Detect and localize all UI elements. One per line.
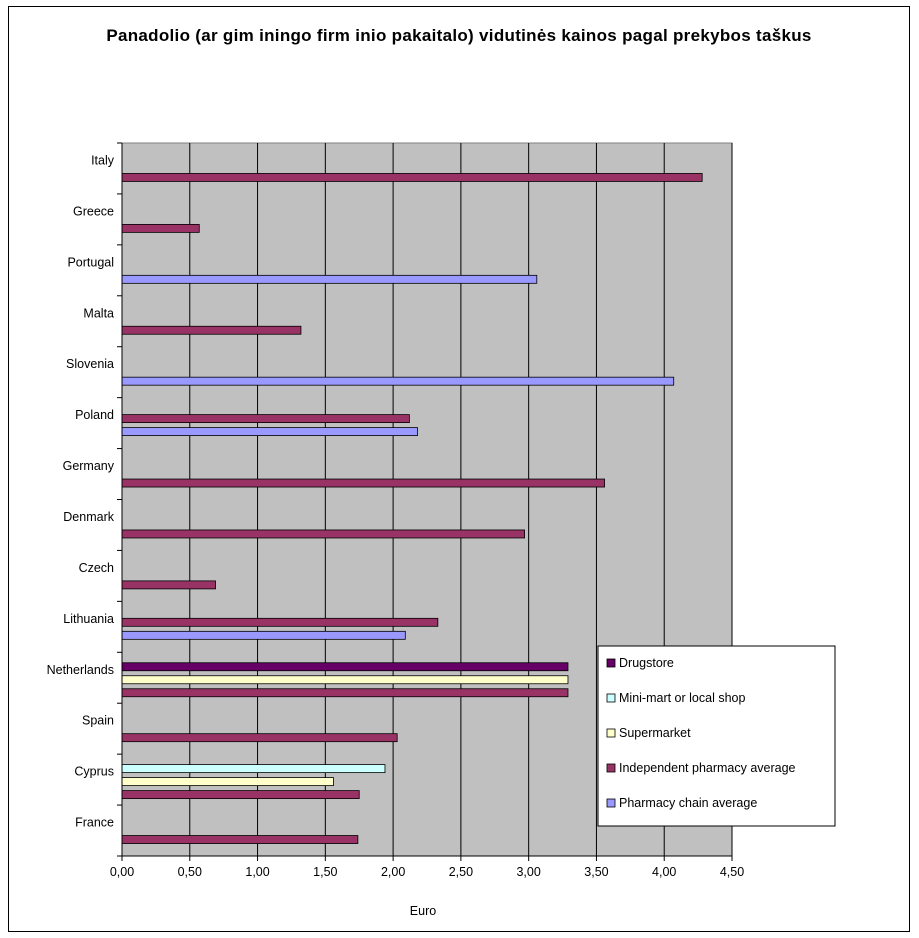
y-category-label: Spain	[82, 714, 114, 728]
x-tick-label: 4,00	[652, 865, 676, 879]
legend-label: Mini-mart or local shop	[619, 691, 745, 705]
x-axis-title: Euro	[410, 904, 436, 918]
x-tick-label: 0,00	[110, 865, 134, 879]
bar-independent-pharmacy-average-cyprus	[121, 790, 360, 800]
x-tick-label: 3,50	[584, 865, 608, 879]
y-category-label: Netherlands	[47, 663, 114, 677]
bar-independent-pharmacy-average-netherlands	[121, 688, 569, 698]
x-tick-label: 1,00	[245, 865, 269, 879]
bar-independent-pharmacy-average-italy	[121, 173, 703, 182]
legend-swatch	[606, 658, 616, 668]
legend-swatch	[606, 728, 616, 738]
legend-label: Independent pharmacy average	[619, 761, 796, 775]
bar-pharmacy-chain-average-portugal	[121, 274, 538, 284]
bar-pharmacy-chain-average-poland	[121, 427, 418, 437]
bar-pharmacy-chain-average-lithuania	[121, 630, 406, 640]
axes	[117, 142, 732, 857]
y-category-label: Lithuania	[63, 612, 114, 626]
y-category-label: Italy	[91, 153, 115, 167]
bars	[121, 173, 703, 844]
legend-swatch	[606, 798, 616, 808]
legend-swatch	[606, 693, 616, 703]
x-tick-label: 4,50	[720, 865, 744, 879]
y-category-label: Denmark	[63, 510, 114, 524]
y-category-label: Malta	[83, 306, 114, 320]
bar-mini-mart-or-local-shop-cyprus	[121, 764, 386, 774]
bar-independent-pharmacy-average-germany	[121, 478, 605, 488]
legend-box	[597, 645, 836, 827]
legend-label: Pharmacy chain average	[619, 796, 757, 810]
x-tick-label: 2,50	[449, 865, 473, 879]
bar-independent-pharmacy-average-france	[121, 835, 359, 844]
legend-label: Drugstore	[619, 656, 674, 670]
y-category-label: Slovenia	[66, 357, 114, 371]
y-category-label: Germany	[63, 459, 115, 473]
bar-drugstore-netherlands	[121, 662, 569, 672]
y-category-label: Czech	[79, 561, 114, 575]
bar-independent-pharmacy-average-malta	[121, 325, 302, 335]
y-category-label: France	[75, 816, 114, 830]
x-axis-ticks: 0,00 0,50 1,00 1,50 2,00 2,50 3,00 3,50 4,00 4,50	[110, 856, 744, 879]
legend-label: Supermarket	[619, 726, 691, 740]
bar-independent-pharmacy-average-greece	[121, 223, 200, 233]
x-tick-label: 0,50	[178, 865, 202, 879]
y-axis-labels: France Cyprus Spain Netherlands Lithuania Cze…	[47, 153, 115, 829]
legend-swatch	[606, 763, 616, 773]
y-category-label: Portugal	[67, 255, 114, 269]
bar-independent-pharmacy-average-czech	[121, 580, 216, 590]
bar-independent-pharmacy-average-poland	[121, 414, 410, 424]
legend: Drugstore Mini-mart or local shop Supermar…	[597, 645, 836, 827]
bar-independent-pharmacy-average-lithuania	[121, 617, 439, 627]
y-category-label: Greece	[73, 204, 114, 218]
bar-independent-pharmacy-average-denmark	[121, 529, 526, 539]
x-tick-label: 1,50	[313, 865, 337, 879]
bar-pharmacy-chain-average-slovenia	[121, 376, 675, 386]
bar-supermarket-cyprus	[121, 777, 334, 787]
y-category-label: Cyprus	[74, 765, 114, 779]
x-tick-label: 2,00	[381, 865, 405, 879]
chart-title: Panadolio (ar gim iningo firm inio pakai…	[106, 26, 812, 45]
bar-supermarket-netherlands	[121, 675, 569, 685]
bar-independent-pharmacy-average-spain	[121, 733, 398, 743]
x-tick-label: 3,00	[516, 865, 540, 879]
y-category-label: Poland	[75, 408, 114, 422]
